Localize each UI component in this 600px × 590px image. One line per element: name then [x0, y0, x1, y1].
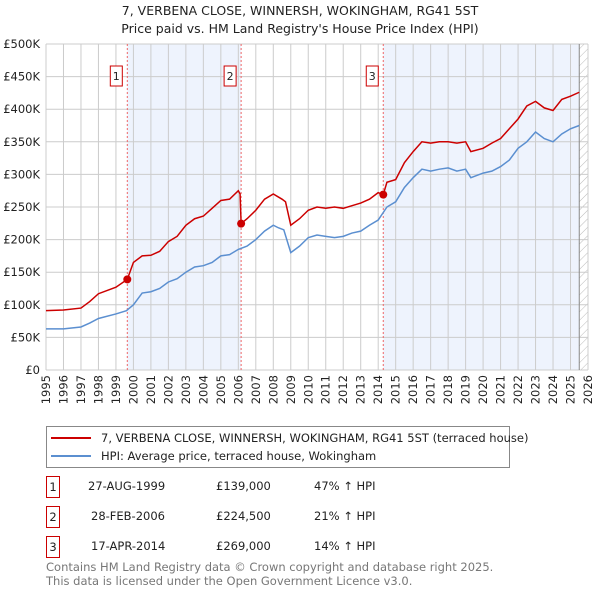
- sale-label: 2: [227, 70, 234, 83]
- sale-marker-box: 2: [46, 506, 60, 528]
- x-tick-label: 2019: [459, 375, 473, 404]
- sale-date: 28-FEB-2006: [91, 509, 165, 523]
- sale-label: 1: [113, 70, 120, 83]
- sale-date: 27-AUG-1999: [88, 479, 166, 493]
- y-tick-label: £150K: [3, 265, 40, 279]
- chart-subtitle: Price paid vs. HM Land Registry's House …: [121, 21, 479, 36]
- legend-item-property: 7, VERBENA CLOSE, WINNERSH, WOKINGHAM, R…: [51, 430, 528, 446]
- x-tick-label: 1996: [56, 375, 70, 404]
- x-tick-label: 2017: [424, 375, 438, 404]
- x-tick-label: 2013: [354, 375, 368, 404]
- sale-marker-box: 1: [46, 476, 60, 498]
- sale-label: 3: [369, 70, 376, 83]
- sale-point: [237, 219, 246, 228]
- x-tick-label: 2018: [441, 375, 455, 404]
- sale-price: £139,000: [216, 479, 271, 493]
- legend: 7, VERBENA CLOSE, WINNERSH, WOKINGHAM, R…: [46, 426, 528, 468]
- x-tick-label: 2012: [336, 375, 350, 404]
- x-tick-label: 2004: [196, 375, 210, 404]
- footer-licence: This data is licensed under the Open Gov…: [46, 574, 413, 588]
- x-tick-label: 2025: [564, 375, 578, 404]
- x-tick-label: 2010: [301, 375, 315, 404]
- y-tick-label: £400K: [3, 102, 40, 116]
- sale-date: 17-APR-2014: [91, 539, 166, 553]
- hpi-line: [46, 124, 580, 330]
- sale-hpi: 47% ↑ HPI: [314, 479, 376, 493]
- legend-swatch-blue: [51, 455, 91, 457]
- property-price-line: [45, 91, 580, 312]
- x-tick-label: 2000: [126, 375, 140, 404]
- sale-hpi: 21% ↑ HPI: [314, 509, 376, 523]
- x-tick-label: 2006: [231, 375, 245, 404]
- legend-label: HPI: Average price, terraced house, Woki…: [101, 449, 377, 463]
- x-tick-label: 2011: [319, 375, 333, 404]
- sale-row: 1 27-AUG-1999 £139,000 47% ↑ HPI: [46, 476, 466, 498]
- x-tick-label: 2020: [476, 375, 490, 404]
- x-tick-label: 1998: [91, 375, 105, 404]
- footer-copyright: Contains HM Land Registry data © Crown c…: [46, 560, 494, 574]
- y-tick-label: £50K: [11, 330, 41, 344]
- y-tick-label: £350K: [3, 135, 40, 149]
- y-tick-label: £300K: [3, 167, 40, 181]
- x-tick-label: 2003: [179, 375, 193, 404]
- sale-label-box: [223, 65, 237, 87]
- y-tick-label: £100K: [3, 298, 40, 312]
- y-tick-label: £450K: [3, 70, 40, 84]
- x-tick-label: 2021: [494, 375, 508, 404]
- legend-label: 7, VERBENA CLOSE, WINNERSH, WOKINGHAM, R…: [101, 431, 529, 445]
- y-tick-label: £500K: [3, 37, 40, 51]
- x-tick-label: 2014: [371, 375, 385, 404]
- sale-price: £269,000: [216, 539, 271, 553]
- x-tick-label: 2015: [389, 375, 403, 404]
- y-tick-label: £0: [25, 363, 40, 377]
- x-tick-label: 2008: [266, 375, 280, 404]
- legend-item-hpi: HPI: Average price, terraced house, Woki…: [51, 448, 376, 464]
- price-chart: 1995 1996 1997 1998 1999 2000 2001 2002 2003 2004…: [3, 37, 595, 404]
- chart-title: 7, VERBENA CLOSE, WINNERSH, WOKINGHAM, R…: [121, 3, 479, 18]
- y-tick-label: £250K: [3, 200, 40, 214]
- x-tick-label: 2023: [529, 375, 543, 404]
- x-tick-label: 2016: [406, 375, 420, 404]
- sale-price: £224,500: [216, 509, 271, 523]
- x-tick-label: 1995: [39, 375, 53, 404]
- sale-row: 2 28-FEB-2006 £224,500 21% ↑ HPI: [46, 506, 466, 528]
- sale-row: 3 17-APR-2014 £269,000 14% ↑ HPI: [46, 536, 466, 558]
- sale-label-box: [365, 65, 379, 87]
- x-tick-label: 2026: [581, 375, 595, 404]
- sale-marker-box: 3: [46, 536, 60, 558]
- sale-label-box: [109, 65, 123, 87]
- x-tick-label: 2007: [249, 375, 263, 404]
- sale-point: [123, 275, 132, 284]
- y-tick-label: £200K: [3, 233, 40, 247]
- x-tick-label: 1999: [109, 375, 123, 404]
- x-tick-label: 2005: [214, 375, 228, 404]
- x-tick-label: 2024: [546, 375, 560, 404]
- sale-point: [379, 190, 388, 199]
- x-tick-label: 2009: [284, 375, 298, 404]
- x-tick-label: 2002: [161, 375, 175, 404]
- x-tick-label: 2022: [511, 375, 525, 404]
- sale-hpi: 14% ↑ HPI: [314, 539, 376, 553]
- legend-swatch-red: [51, 437, 91, 439]
- x-tick-label: 2001: [144, 375, 158, 404]
- x-tick-label: 1997: [74, 375, 88, 404]
